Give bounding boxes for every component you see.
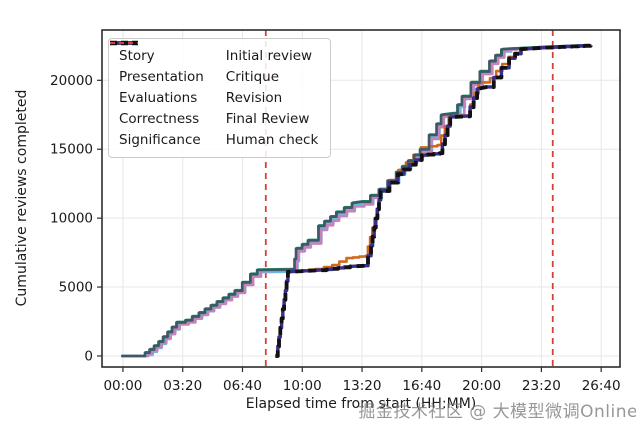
legend-label: Final Review xyxy=(225,111,310,127)
legend-item-evaluations: Evaluations xyxy=(110,41,204,108)
legend-item-story: Story xyxy=(110,41,204,66)
legend-item-final-review: Final Review xyxy=(110,40,319,129)
y-tick-label: 5000 xyxy=(59,280,93,296)
legend-swatch-line xyxy=(110,42,138,44)
watermark: 掘金技术社区 @ 大模型微调Online xyxy=(358,402,636,422)
y-tick-label: 20000 xyxy=(50,73,93,89)
x-tick-label: 16:40 xyxy=(402,378,441,394)
series-line-final-review xyxy=(275,43,593,358)
y-axis-label: Cumulative reviews completed xyxy=(14,89,30,307)
legend-label: Story xyxy=(119,48,155,64)
legend-label: Evaluations xyxy=(119,90,198,106)
y-tick-label: 10000 xyxy=(50,211,93,227)
legend-label: Critique xyxy=(225,69,279,85)
x-tick-label: 26:40 xyxy=(582,378,621,394)
legend: Story Presentation Evaluations Correctness S… xyxy=(108,38,332,158)
x-tick-label: 06:40 xyxy=(223,378,262,394)
legend-item-critique: Critique xyxy=(110,41,319,87)
x-tick-label: 03:20 xyxy=(163,378,202,394)
legend-label: Revision xyxy=(225,90,283,106)
x-tick-label: 10:00 xyxy=(283,378,322,394)
x-tick-label: 00:00 xyxy=(103,378,142,394)
plot-border xyxy=(101,29,621,368)
legend-item-revision: Revision xyxy=(110,41,319,108)
x-tick-label: 20:00 xyxy=(462,378,501,394)
x-tick-label: 23:20 xyxy=(522,378,561,394)
series-line-significance xyxy=(122,44,591,358)
y-tick-label: 15000 xyxy=(50,142,93,158)
x-tick-label: 13:20 xyxy=(343,378,382,394)
legend-label: Correctness xyxy=(119,111,200,127)
x-axis-label: Elapsed time from start (HH:MM) xyxy=(245,396,477,412)
legend-label: Initial review xyxy=(225,48,313,64)
y-tick-label: 0 xyxy=(84,348,93,364)
series-line-critique xyxy=(121,43,589,358)
legend-item-human-check: Human check xyxy=(110,42,319,150)
legend-label: Significance xyxy=(119,132,201,148)
legend-item-presentation: Presentation xyxy=(110,41,204,87)
legend-item-initial-review: Initial review xyxy=(110,41,319,66)
legend-item-correctness: Correctness xyxy=(110,41,204,129)
legend-label: Presentation xyxy=(119,69,204,85)
legend-item-significance: Significance xyxy=(110,41,204,150)
legend-label: Human check xyxy=(225,132,319,148)
